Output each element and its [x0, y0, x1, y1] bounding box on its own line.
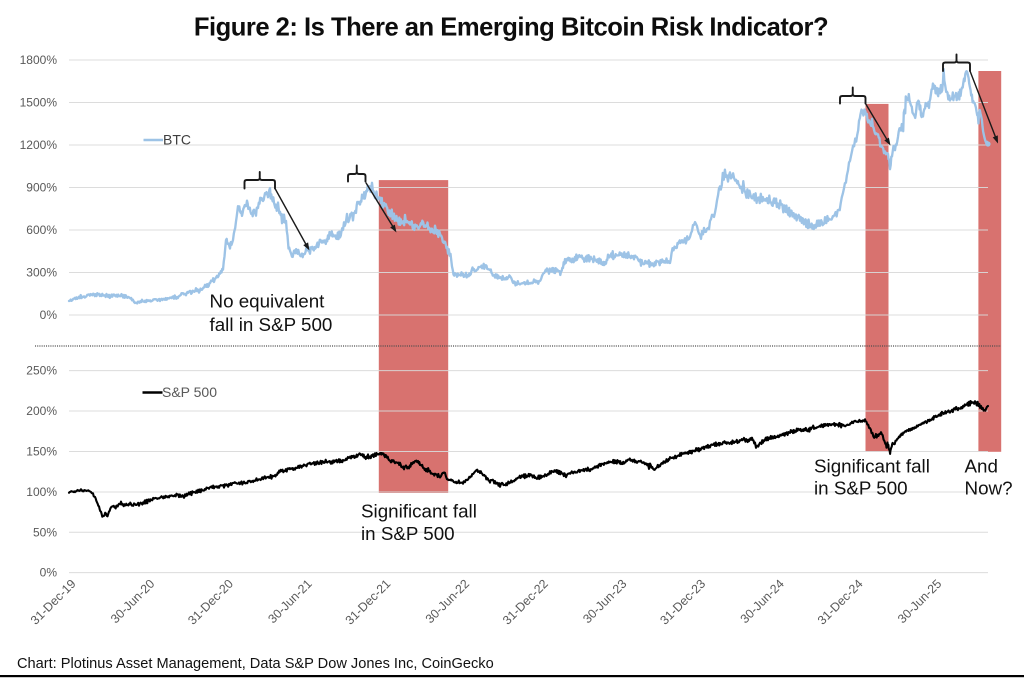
svg-text:1500%: 1500%: [20, 96, 58, 110]
svg-text:in S&P 500: in S&P 500: [814, 478, 908, 499]
svg-text:600%: 600%: [26, 223, 57, 237]
svg-text:1800%: 1800%: [20, 53, 58, 67]
svg-text:Now?: Now?: [965, 478, 1013, 499]
svg-text:Significant fall: Significant fall: [361, 501, 477, 522]
svg-text:150%: 150%: [26, 445, 57, 459]
svg-text:Figure 2: Is There an Emerging: Figure 2: Is There an Emerging Bitcoin R…: [194, 14, 828, 42]
svg-text:200%: 200%: [26, 404, 57, 418]
svg-text:1200%: 1200%: [20, 138, 58, 152]
svg-text:fall in S&P 500: fall in S&P 500: [210, 314, 333, 335]
svg-text:300%: 300%: [26, 266, 57, 280]
svg-text:Chart: Plotinus Asset Manageme: Chart: Plotinus Asset Management, Data S…: [17, 656, 494, 672]
svg-text:100%: 100%: [26, 485, 57, 499]
svg-text:250%: 250%: [26, 364, 57, 378]
svg-text:Significant fall: Significant fall: [814, 455, 930, 476]
svg-text:50%: 50%: [33, 525, 57, 539]
svg-text:0%: 0%: [40, 308, 58, 322]
svg-text:No equivalent: No equivalent: [210, 291, 326, 312]
svg-text:And: And: [965, 455, 998, 476]
svg-text:BTC: BTC: [163, 132, 191, 148]
svg-text:in S&P 500: in S&P 500: [361, 523, 455, 544]
svg-text:S&P 500: S&P 500: [162, 384, 217, 400]
svg-text:900%: 900%: [26, 181, 57, 195]
svg-text:0%: 0%: [40, 566, 58, 580]
